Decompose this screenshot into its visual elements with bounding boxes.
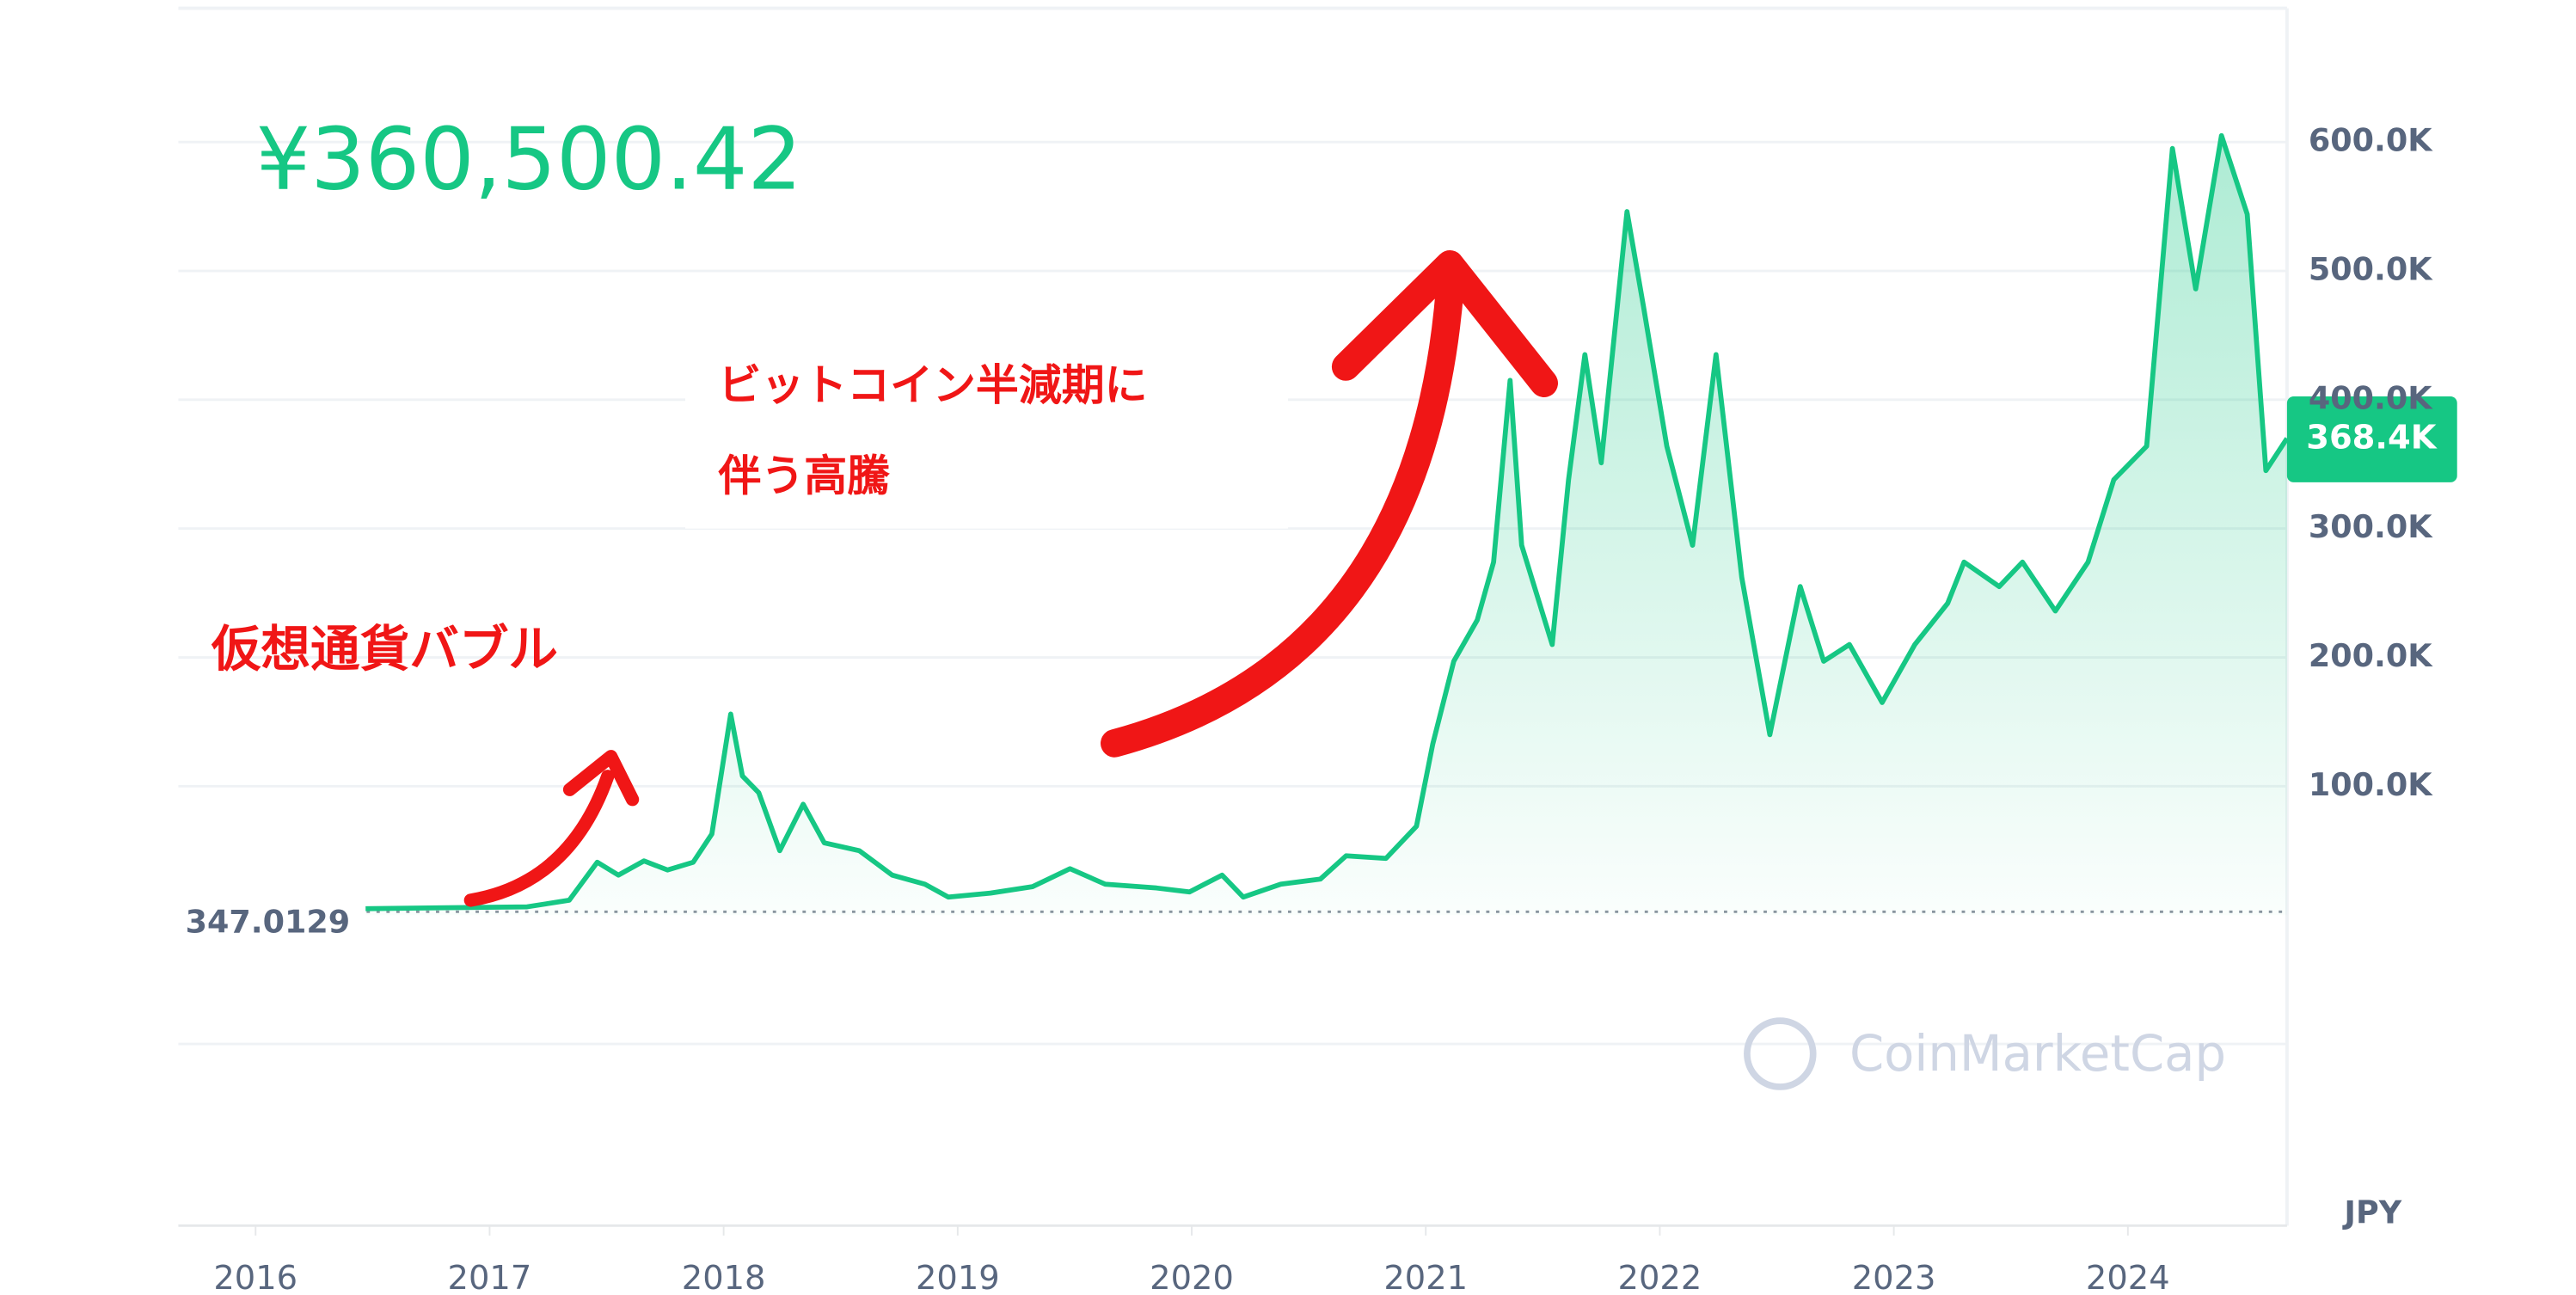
watermark: CoinMarketCap: [1849, 1025, 2226, 1083]
x-tick-label: 2017: [448, 1259, 532, 1295]
x-tick-label: 2021: [1383, 1259, 1468, 1295]
y-tick-label: 600.0K: [2309, 122, 2433, 159]
currency-label: JPY: [2341, 1194, 2401, 1231]
watermark-logo: [1744, 1017, 1817, 1090]
x-tick-label: 2016: [213, 1259, 297, 1295]
y-tick-label: 100.0K: [2309, 766, 2433, 803]
y-tick-label: 300.0K: [2309, 508, 2433, 545]
x-tick-label: 2022: [1618, 1259, 1702, 1295]
x-tick-label: 2020: [1150, 1259, 1234, 1295]
annotation-bg: [685, 338, 1288, 529]
area: [365, 135, 2287, 916]
plot: [365, 132, 2290, 916]
x-tick-label: 2023: [1852, 1259, 1936, 1295]
annotation: ビットコイン半減期に: [718, 360, 1147, 410]
annotation-arrow: [1101, 250, 1559, 758]
x-tick-label: 2019: [916, 1259, 1000, 1295]
x-tick-label: 2024: [2086, 1259, 2170, 1295]
annotation-arrow: [463, 750, 640, 907]
price-line: [365, 132, 2290, 911]
price-display: ¥360,500.42: [256, 108, 802, 209]
y-tick-label: 200.0K: [2309, 637, 2433, 674]
x-tick-label: 2018: [682, 1259, 766, 1295]
y-tick-label: 500.0K: [2309, 251, 2433, 288]
annotation: 伴う高騰: [717, 451, 891, 501]
current-label: 368.4K: [2306, 418, 2437, 457]
y-tick-label: 400.0K: [2309, 379, 2433, 416]
current-tag: [2286, 396, 2457, 482]
annotation: 仮想通貨バブル: [211, 620, 558, 678]
start-label: 347.0129: [186, 903, 351, 940]
